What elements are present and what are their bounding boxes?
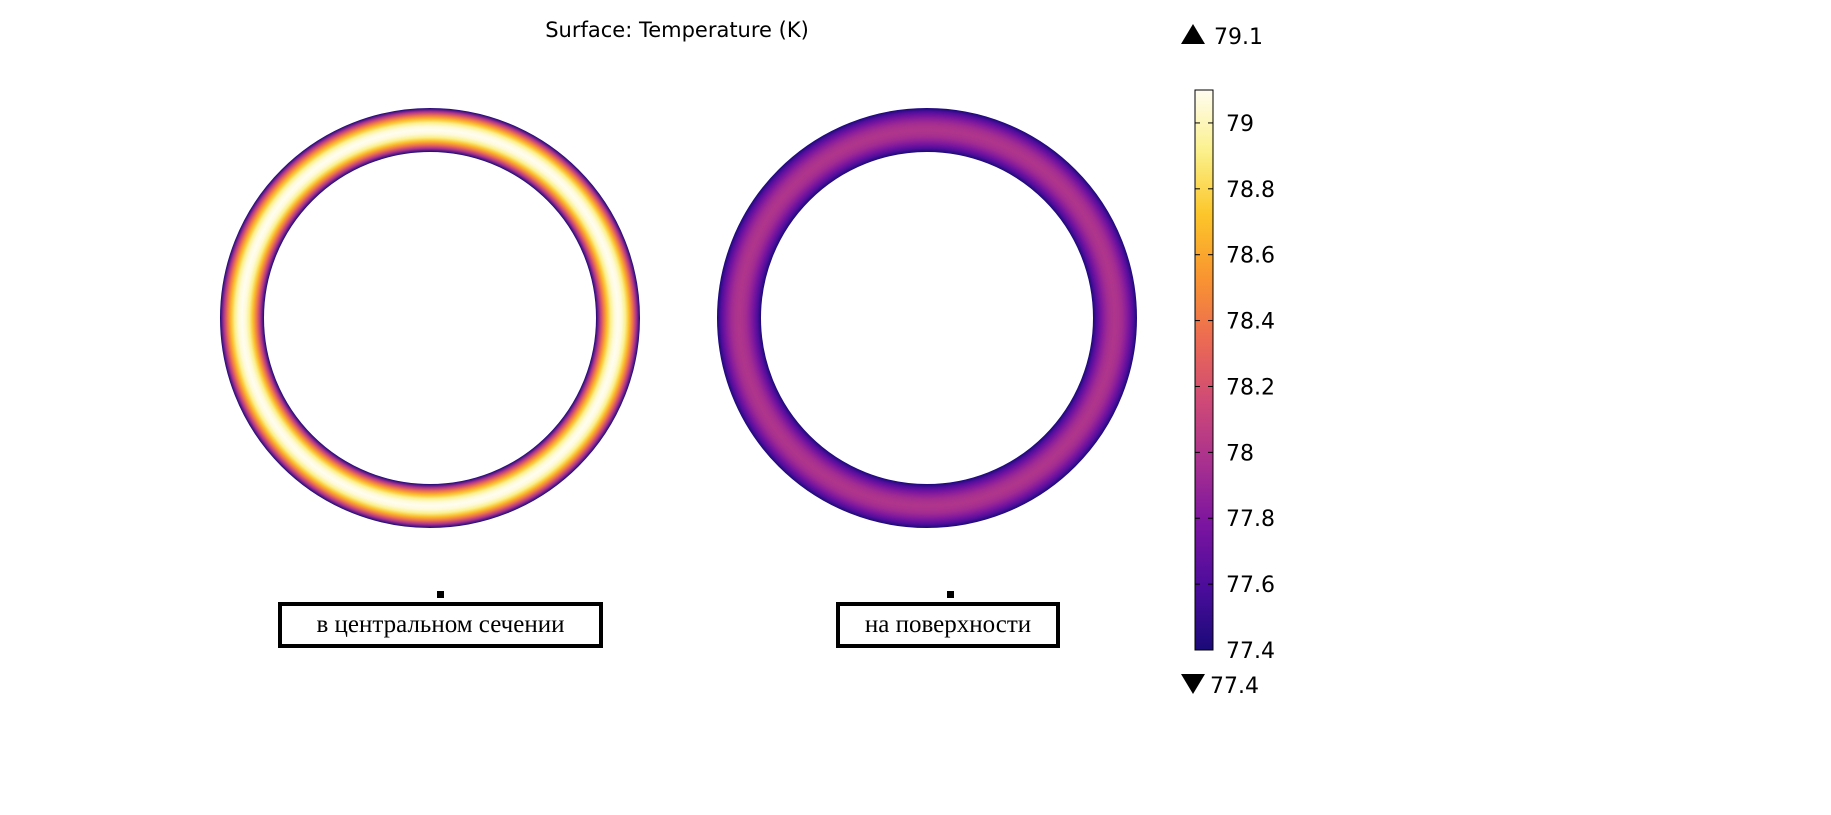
colorbar — [1194, 89, 1214, 651]
colorbar-tick-label: 77.4 — [1226, 639, 1275, 664]
plot-label-center-section: в центральном сечении — [278, 602, 603, 648]
colorbar-tick-label: 77.8 — [1226, 507, 1275, 532]
colorbar-tick-label: 78.4 — [1226, 310, 1275, 335]
min-triangle-icon — [1181, 674, 1205, 694]
colorbar-tick-label: 78.6 — [1226, 244, 1275, 269]
colorbar-min-label: 77.4 — [1210, 674, 1259, 699]
colorbar-tick-label: 79 — [1226, 112, 1254, 137]
colorbar-tick-label: 78.8 — [1226, 178, 1275, 203]
colorbar-tick-label: 77.6 — [1226, 573, 1275, 598]
colorbar-tick-label: 78.2 — [1226, 375, 1275, 400]
chart-title: Surface: Temperature (K) — [545, 18, 809, 42]
temperature-ring — [220, 108, 640, 528]
temperature-ring — [717, 108, 1137, 528]
plot-label-surface: на поверхности — [836, 602, 1060, 648]
colorbar-max-label: 79.1 — [1214, 25, 1263, 50]
max-triangle-icon — [1181, 24, 1205, 44]
label-pointer — [947, 591, 954, 598]
colorbar-tick-label: 78 — [1226, 441, 1254, 466]
label-pointer — [437, 591, 444, 598]
